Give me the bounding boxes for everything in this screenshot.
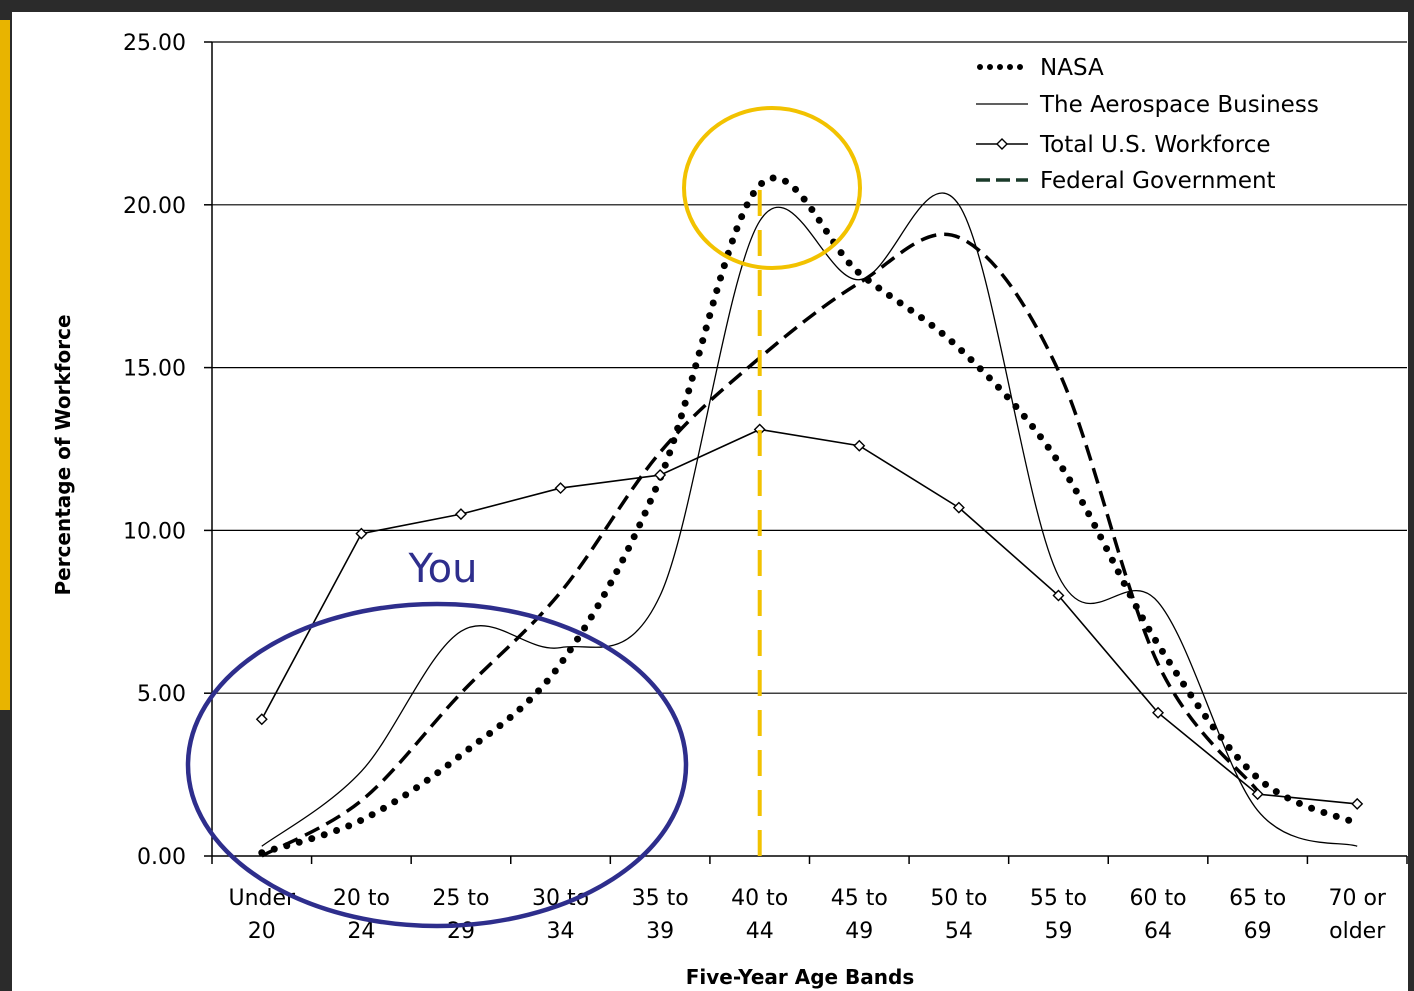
x-tick-label-line2: 34 <box>547 919 575 944</box>
data-point-marker <box>255 713 268 726</box>
data-point-marker <box>454 508 467 521</box>
legend-marker <box>996 138 1008 150</box>
y-tick-label: 20.00 <box>123 194 186 219</box>
y-axis-label: Percentage of Workforce <box>51 314 75 595</box>
x-tick-label-line1: 40 to <box>731 886 788 911</box>
x-tick-label: 20 to 24 <box>333 886 390 944</box>
legend-label: The Aerospace Business <box>1039 92 1319 118</box>
x-tick-label-line2: 59 <box>1044 919 1072 944</box>
data-point-marker <box>1351 797 1364 810</box>
data-point-marker <box>654 469 667 482</box>
x-tick-label-line1: 25 to <box>432 886 489 911</box>
x-tick-label-line1: 70 or <box>1328 886 1386 911</box>
x-tick-label-line1: 65 to <box>1229 886 1286 911</box>
y-tick-labels: 0.00 5.00 10.00 15.00 20.00 25.00 <box>123 31 186 870</box>
left-accent-bar <box>0 20 10 710</box>
x-tick-label-line1: 45 to <box>831 886 888 911</box>
x-tick-label-line1: 35 to <box>632 886 689 911</box>
x-tick-label: 65 to 69 <box>1229 886 1286 944</box>
y-tick-label: 10.00 <box>123 519 186 544</box>
data-point-marker <box>1152 706 1165 719</box>
x-tick-label-line2: 44 <box>746 919 774 944</box>
data-point-marker <box>952 501 965 514</box>
x-tick-label-line1: 20 to <box>333 886 390 911</box>
data-point-marker <box>1251 788 1264 801</box>
y-tick-label: 15.00 <box>123 357 186 382</box>
x-tick-label-line2: 49 <box>845 919 873 944</box>
x-tick-label: 70 or older <box>1328 886 1386 944</box>
x-tick-label-line1: 60 to <box>1130 886 1187 911</box>
series-lines <box>258 174 1361 858</box>
you-highlight-circle <box>185 601 689 929</box>
legend-label: Federal Government <box>1040 168 1276 194</box>
x-tick-label-line1: 55 to <box>1030 886 1087 911</box>
x-tick-label-line2: 69 <box>1244 919 1272 944</box>
y-tick-label: 0.00 <box>137 845 186 870</box>
legend-entry: Federal Government <box>976 168 1276 194</box>
x-tick-label-line2: 64 <box>1144 919 1172 944</box>
x-tick-label: 55 to 59 <box>1030 886 1087 944</box>
legend-label: NASA <box>1040 55 1104 81</box>
legend-entry: Total U.S. Workforce <box>976 132 1271 158</box>
series-line-the-aerospace-business <box>261 192 1358 847</box>
legend: NASA The Aerospace Business Total U.S. Wor… <box>976 55 1319 194</box>
x-tick-label-line1: 50 to <box>930 886 987 911</box>
x-tick-label: 60 to 64 <box>1130 886 1187 944</box>
grid-lines <box>212 41 1407 694</box>
x-tick-label-line2: older <box>1329 919 1386 944</box>
axes <box>204 41 1408 864</box>
series-line-total-u-s-workforce <box>261 428 1358 805</box>
series-line-nasa <box>258 174 1361 857</box>
x-tick-label: 50 to 54 <box>930 886 987 944</box>
legend-label: Total U.S. Workforce <box>1039 132 1271 158</box>
data-point-marker <box>554 482 567 495</box>
x-tick-label: 35 to 39 <box>632 886 689 944</box>
legend-entry: The Aerospace Business <box>976 92 1319 118</box>
series-line-federal-government <box>260 232 1260 858</box>
data-point-marker <box>853 439 866 452</box>
data-point-marker <box>1052 589 1065 602</box>
legend-entry: NASA <box>977 55 1104 81</box>
x-tick-label-line2: 24 <box>347 919 375 944</box>
x-tick-label: 45 to 49 <box>831 886 888 944</box>
you-label: You <box>408 546 478 592</box>
x-axis-label: Five-Year Age Bands <box>686 965 915 989</box>
y-tick-label: 5.00 <box>137 682 186 707</box>
y-tick-label: 25.00 <box>123 31 186 56</box>
peak-highlight-circle <box>682 106 862 270</box>
annotations: You <box>185 106 862 929</box>
x-tick-label-line2: 20 <box>248 919 276 944</box>
chart-background <box>12 12 1408 991</box>
x-tick-label-line2: 39 <box>646 919 674 944</box>
data-point-marker <box>355 527 368 540</box>
x-tick-label-line2: 54 <box>945 919 973 944</box>
x-tick-label-line1: Under <box>228 886 296 911</box>
x-tick-label: 40 to 44 <box>731 886 788 944</box>
